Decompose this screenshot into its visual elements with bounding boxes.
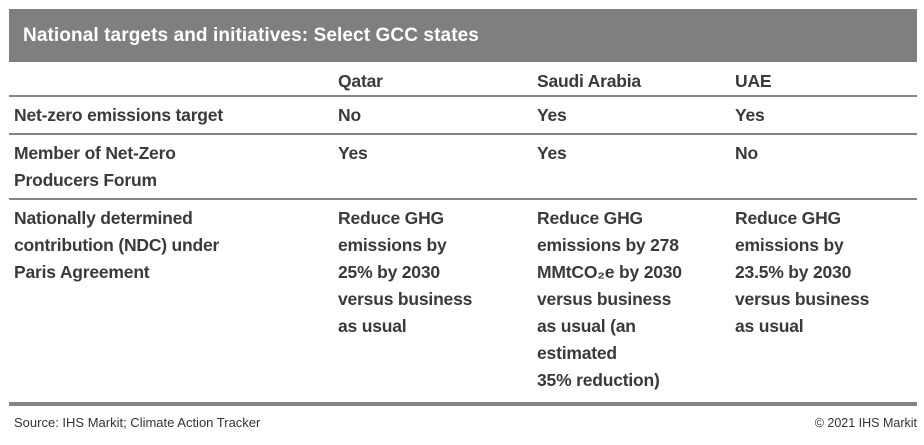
uae-cell: Reduce GHG emissions by 23.5% by 2030 ve… (735, 208, 870, 336)
qatar-cell: Yes (338, 143, 368, 163)
footer: Source: IHS Markit; Climate Action Track… (9, 415, 917, 430)
header-empty-cell (9, 91, 333, 95)
header-saudi-arabia: Saudi Arabia (537, 71, 641, 91)
header-uae: UAE (735, 71, 772, 91)
saudi-arabia-cell: Yes (537, 143, 567, 163)
table-row-ndc: Nationally determined contribution (NDC)… (9, 200, 917, 402)
table-header-row: Qatar Saudi Arabia UAE (9, 62, 917, 97)
page-title: National targets and initiatives: Select… (23, 24, 479, 46)
header-qatar: Qatar (338, 71, 383, 91)
row-label-cell: Member of Net-Zero Producers Forum (14, 143, 176, 190)
row-label-cell: Nationally determined contribution (NDC)… (14, 208, 220, 282)
qatar-cell: Reduce GHG emissions by 25% by 2030 vers… (338, 208, 473, 336)
copyright-note: © 2021 IHS Markit (814, 415, 917, 430)
table-row-producers-forum: Member of Net-Zero Producers Forum Yes Y… (9, 135, 917, 200)
saudi-arabia-cell: Yes (537, 105, 567, 125)
table-row-net-zero-target: Net-zero emissions target No Yes Yes (9, 97, 917, 135)
source-note: Source: IHS Markit; Climate Action Track… (14, 415, 261, 430)
uae-cell: Yes (735, 105, 765, 125)
uae-cell: No (735, 143, 758, 163)
title-bar: National targets and initiatives: Select… (9, 9, 917, 62)
row-label-cell: Net-zero emissions target (14, 105, 223, 125)
table-bottom-rule (9, 402, 917, 406)
saudi-arabia-cell: Reduce GHG emissions by 278 MMtCO₂e by 2… (537, 208, 682, 390)
gcc-targets-table: Qatar Saudi Arabia UAE Net-zero emission… (9, 62, 917, 402)
qatar-cell: No (338, 105, 361, 125)
